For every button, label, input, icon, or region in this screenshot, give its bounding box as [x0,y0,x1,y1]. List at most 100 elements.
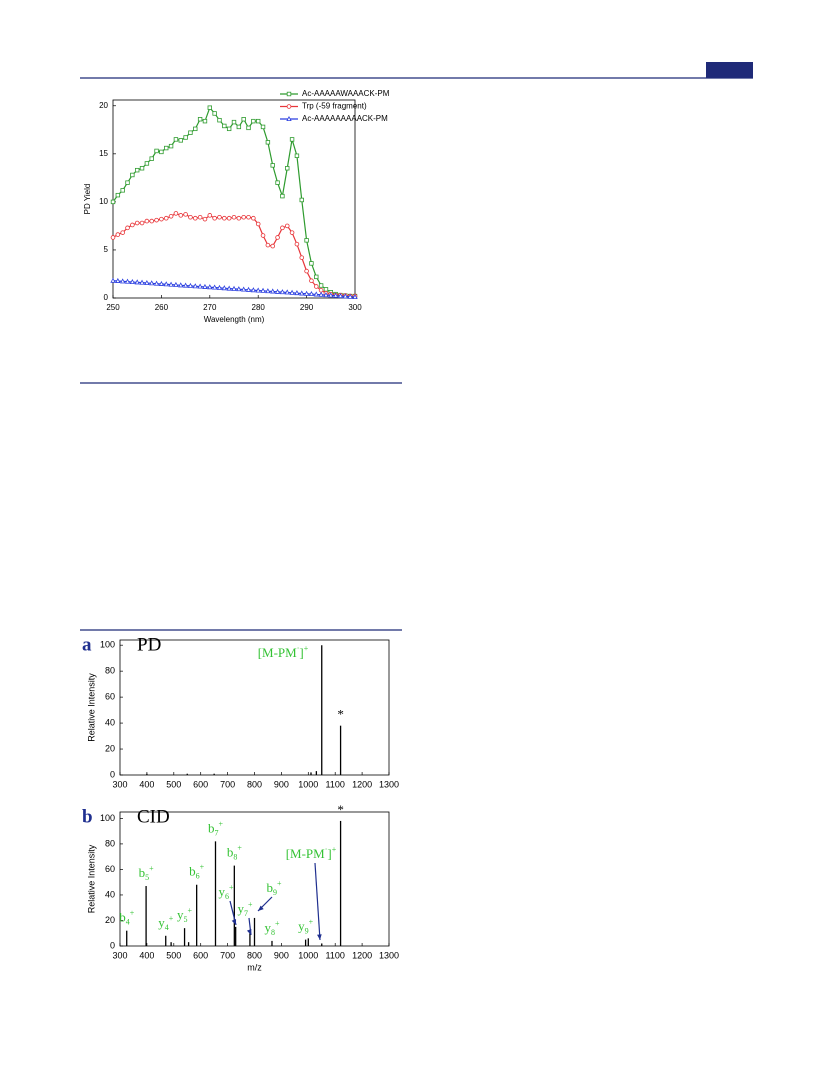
x-tick-label: 1300 [379,950,399,960]
marker [164,145,169,151]
marker [130,172,135,178]
marker [275,235,280,240]
peak-label: y8+ [264,919,280,937]
peak-label-part: + [237,844,242,853]
marker [284,289,290,295]
header-badge [706,62,753,78]
peak-label-part: y [237,901,244,916]
y-tick-label: 100 [100,640,115,650]
peak-label-part: + [277,879,282,888]
peak-label: [M-PM·]+ [258,644,309,660]
marker [314,274,319,280]
marker [328,292,334,298]
marker [246,125,251,131]
marker [221,285,227,291]
peak-label-part: 8 [271,928,275,937]
peak-label-part: · [325,845,328,854]
marker [197,283,203,289]
y-tick-label: 5 [104,245,109,254]
marker [255,221,261,227]
y-tick-label: 40 [105,717,115,727]
marker [284,223,290,229]
marker [260,233,266,238]
marker [193,126,198,132]
marker [274,288,281,294]
x-tick-label: 400 [139,779,154,789]
peak-label-part: 5 [184,915,188,924]
marker [154,217,159,223]
marker [110,277,116,283]
peak-label-part: y [177,907,184,922]
peak-label-part: b [139,865,146,880]
marker [309,261,314,266]
x-tick-label: 500 [166,779,181,789]
marker [125,225,130,231]
marker [178,282,184,288]
marker [129,278,136,285]
marker [197,117,203,122]
marker [270,243,276,249]
arrow-head [231,919,237,925]
x-tick-label: 280 [252,303,266,312]
marker [217,214,222,220]
peak-label-part: 6 [196,872,200,881]
peak-label: y9+ [298,918,314,936]
marker [245,286,252,292]
marker [286,104,292,109]
peak-label-part: * [337,707,344,722]
marker [144,279,150,286]
peak-label: b5+ [139,864,155,882]
x-tick-label: 600 [193,779,208,789]
marker [304,268,309,274]
peak-label-part: ] [299,645,303,660]
marker [236,215,242,221]
marker [173,281,179,287]
peak-label-part: + [169,914,174,923]
marker [144,161,150,166]
x-tick-label: 300 [112,950,127,960]
peak-label-part: b [208,820,215,835]
peak-label-part: + [218,820,223,829]
marker [173,137,179,142]
marker [149,156,154,161]
y-tick-label: 80 [105,838,115,848]
x-tick-label: 1000 [298,779,318,789]
peak-label: b8+ [227,844,243,862]
peak-label: b4+ [119,909,135,927]
x-tick-label: 300 [112,779,127,789]
peak-label-part: b [266,880,273,895]
y-tick-label: 0 [110,769,115,779]
legend-label: Trp (-59 fragment) [302,102,367,111]
marker [187,282,194,288]
x-tick-label: 900 [274,950,289,960]
peak-label: y4+ [158,914,174,932]
marker [318,288,324,293]
plot-frame [119,639,390,776]
peak-label-part: + [149,864,154,873]
peak-label-part: + [188,906,193,915]
y-tick-label: 20 [105,915,115,925]
marker [323,292,329,298]
peak-label-part: + [309,918,314,927]
peak-label: b9+ [266,879,282,897]
marker [120,278,126,284]
marker [347,293,353,299]
peak-label: y6+ [218,883,234,901]
x-tick-label: 1100 [326,950,345,960]
marker [231,214,237,220]
marker [130,222,135,228]
peak-label-part: 6 [225,892,229,901]
y-tick-label: 80 [105,666,115,676]
arrow-head [317,934,322,940]
peak-label-part: 4 [126,918,130,927]
marker [352,293,358,300]
legend-label: Ac-AAAAAWAAACK-PM [302,89,390,98]
x-tick-label: 800 [247,779,262,789]
peak-label-part: b [227,845,234,860]
peak-label: [M-PM·]+ [286,845,337,861]
marker [139,279,145,285]
x-tick-label: 900 [274,779,289,789]
panel-title: CID [137,806,170,827]
marker [294,290,300,296]
x-tick-label: 700 [220,950,235,960]
